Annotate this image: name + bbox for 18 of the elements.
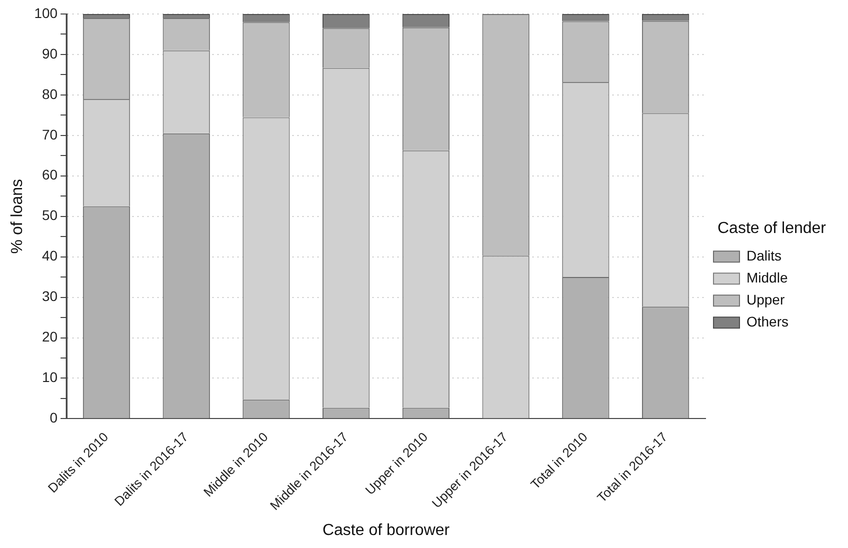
y-tick-label: 0 [50,410,58,426]
y-tick-label: 80 [42,86,58,102]
legend-label: Others [746,313,789,330]
y-axis-title: % of loans [9,178,26,254]
y-tick-label: 50 [42,207,58,224]
y-tick-label: 10 [42,369,58,386]
legend-label: Middle [746,269,788,286]
y-tick-label: 70 [42,126,58,142]
y-tick-label: 60 [42,166,58,183]
y-tick-label: 20 [42,328,58,345]
x-axis-title: Caste of borrower [322,522,450,539]
y-tick-label: 90 [42,45,58,62]
legend-title: Caste of lender [717,220,827,237]
y-tick-label: 100 [34,4,58,21]
legend-label: Upper [746,291,785,308]
legend-label: Dalits [746,247,782,264]
y-tick-label: 30 [42,288,58,304]
y-tick-label: 40 [42,248,58,264]
